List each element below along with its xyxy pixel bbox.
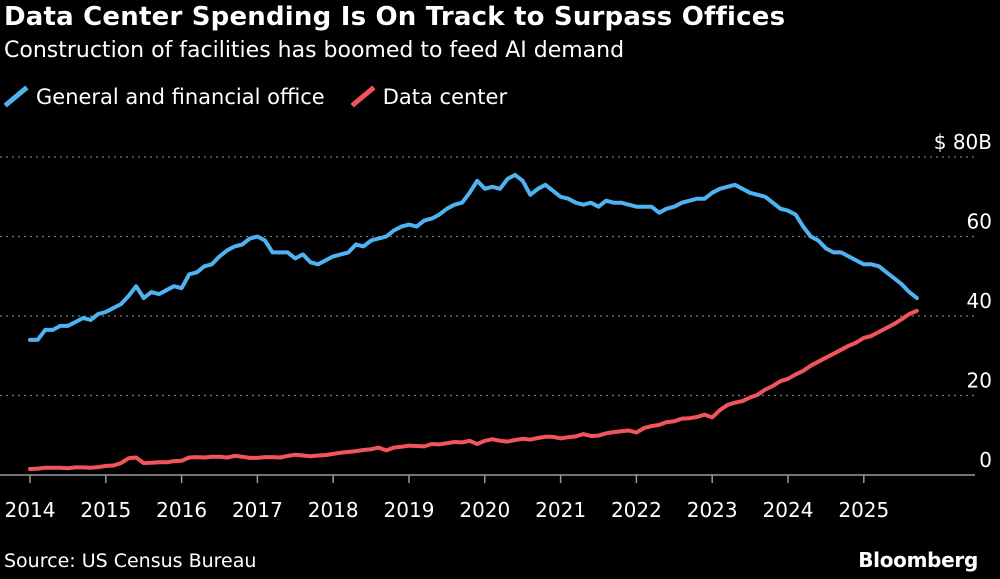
- legend-item-data-center: Data center: [350, 84, 508, 110]
- legend-swatch-office: [4, 85, 29, 108]
- x-tick-label-2022: 2022: [611, 498, 662, 522]
- x-tick-label-2019: 2019: [384, 498, 435, 522]
- brand-logo: Bloomberg: [858, 548, 978, 572]
- x-tick-label-2014: 2014: [5, 498, 56, 522]
- legend-swatch-data-center: [350, 85, 376, 108]
- x-tick-label-2021: 2021: [535, 498, 586, 522]
- x-tick-label-2016: 2016: [156, 498, 207, 522]
- x-tick-label-2023: 2023: [687, 498, 738, 522]
- series-line-data-center: [28, 308, 919, 471]
- x-tick-label-2024: 2024: [763, 498, 814, 522]
- y-tick-label-20: 20: [967, 369, 992, 393]
- y-tick-label-0: 0: [979, 448, 992, 472]
- source-note: Source: US Census Bureau: [4, 550, 257, 572]
- legend-label-office: General and financial office: [36, 85, 325, 109]
- y-tick-label-40: 40: [967, 289, 992, 313]
- series-line-office: [28, 172, 919, 342]
- x-tick-label-2015: 2015: [80, 498, 131, 522]
- y-tick-label-60: 60: [967, 210, 992, 234]
- legend-label-data-center: Data center: [382, 85, 508, 109]
- legend: General and financial office Data center: [4, 84, 533, 110]
- y-tick-label-80: $ 80B: [934, 130, 992, 154]
- x-tick-label-2020: 2020: [459, 498, 510, 522]
- x-tick-label-2025: 2025: [838, 498, 889, 522]
- x-tick-label-2017: 2017: [232, 498, 283, 522]
- x-tick-label-2018: 2018: [308, 498, 359, 522]
- legend-item-office: General and financial office: [4, 84, 325, 110]
- chart-subtitle: Construction of facilities has boomed to…: [4, 38, 625, 63]
- chart-title: Data Center Spending Is On Track to Surp…: [4, 2, 786, 32]
